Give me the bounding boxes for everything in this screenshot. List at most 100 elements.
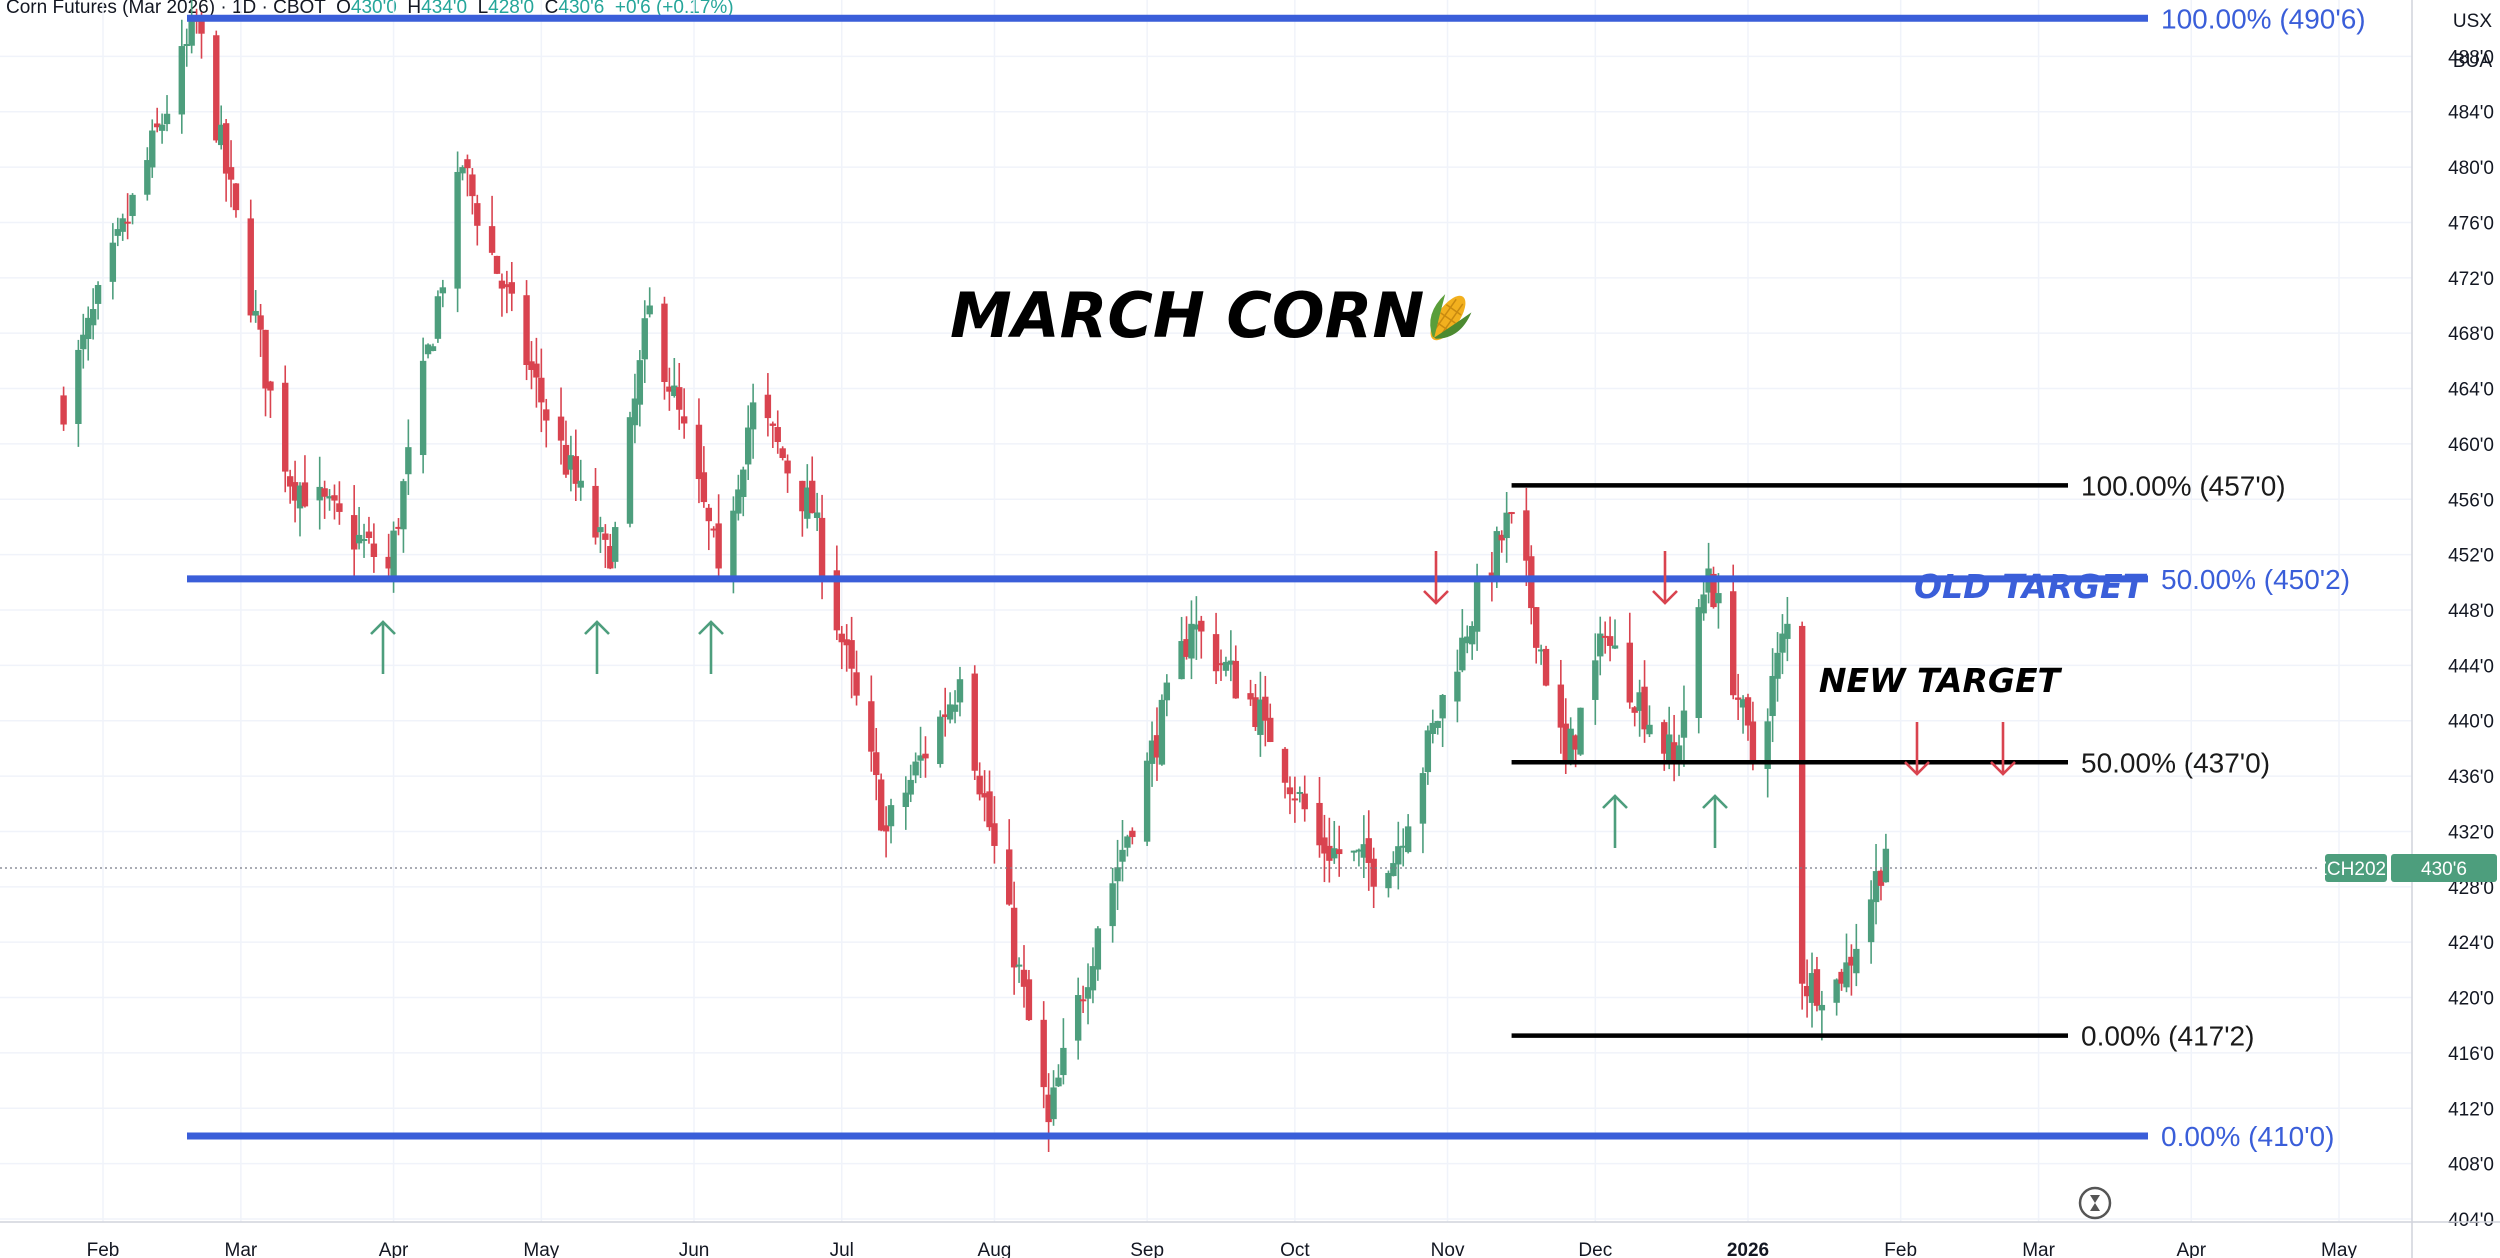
candle-body <box>508 282 515 294</box>
candle-body <box>1562 723 1569 763</box>
candle-body <box>710 528 717 531</box>
candle-body <box>1848 956 1855 966</box>
candle-body <box>1252 697 1259 727</box>
candle-body <box>843 639 850 646</box>
candle-body <box>882 825 890 832</box>
candle-body <box>85 317 92 339</box>
candle-body <box>286 476 294 487</box>
candle-body <box>390 530 397 577</box>
high-value: 434'0 <box>421 0 468 18</box>
candle-body <box>641 318 648 360</box>
price-tick-label: 428'0 <box>2448 878 2494 899</box>
candle-body <box>459 167 466 174</box>
candle-body <box>331 495 338 501</box>
candle-body <box>1508 512 1515 515</box>
candle-body <box>946 704 954 720</box>
candle-body <box>941 714 949 718</box>
candle-body <box>1468 625 1476 645</box>
candle-body <box>1247 693 1254 700</box>
candle-body <box>956 679 964 703</box>
candle-body <box>80 334 87 350</box>
candle-body <box>439 287 447 294</box>
candle-body <box>1129 830 1136 838</box>
candle-body <box>60 395 67 425</box>
candle-body <box>1665 734 1673 762</box>
price-tick-label: 436'0 <box>2448 767 2494 788</box>
price-tick-label: 484'0 <box>2448 103 2494 124</box>
candle-body <box>395 526 402 529</box>
price-axis[interactable]: 488'0 484'0 480'0 476'0 472'0 468'0 464'0 460'0… <box>2411 0 2494 1258</box>
price-tick-label: 404'0 <box>2448 1210 2494 1231</box>
candle-body <box>1473 579 1481 632</box>
candle-body <box>1010 907 1018 968</box>
candle-body <box>1006 849 1013 905</box>
candle-body <box>1020 969 1028 987</box>
candle-body <box>612 527 619 562</box>
candle-body <box>1400 845 1407 848</box>
candle-body <box>163 113 171 125</box>
time-axis[interactable]: Feb Mar Apr May Jun Jul Aug Sep Oct Nov Dec 2026 Feb… <box>0 1221 2500 1258</box>
currency-label: USX <box>2452 11 2492 32</box>
candle-body <box>474 203 481 226</box>
change-value: +0'6 (+0.17%) <box>614 0 734 18</box>
candle-body <box>1626 642 1633 703</box>
candle-body <box>1557 684 1565 728</box>
candle-body <box>1183 639 1190 657</box>
candle-body <box>1774 652 1781 679</box>
candle-body <box>902 792 909 808</box>
candle-body <box>326 496 333 499</box>
candle-body <box>213 35 220 141</box>
price-tag-value: 430'6 <box>2421 859 2467 880</box>
currency-unit-box[interactable]: USX BUA <box>2453 2 2492 82</box>
down-arrow-head <box>1904 761 1930 776</box>
candle-body <box>75 349 82 424</box>
candle-body <box>799 480 806 512</box>
candle-body <box>1424 730 1432 773</box>
candle-body <box>267 381 274 391</box>
candle-body <box>188 16 195 46</box>
candle-body <box>784 460 791 474</box>
time-tick-label: Sep <box>1130 1240 1164 1258</box>
candle-body <box>1533 607 1540 648</box>
candle-body <box>1291 798 1299 801</box>
candle-body <box>986 791 993 828</box>
candle-body <box>158 124 166 131</box>
candle-body <box>129 194 136 217</box>
price-tick-label: 440'0 <box>2448 712 2494 733</box>
candle-body <box>355 534 363 544</box>
candle-body <box>868 701 875 752</box>
candle-body <box>572 456 580 484</box>
candle-body <box>1055 1077 1062 1087</box>
time-tick-label: Apr <box>379 1240 409 1258</box>
time-tick-label: Jul <box>830 1240 854 1258</box>
candle-body <box>1355 849 1363 852</box>
fib-level-label: 100.00% (490'6) <box>2161 3 2366 34</box>
replay-icon[interactable] <box>2078 1186 2112 1220</box>
candle-body <box>636 360 644 405</box>
candle-body <box>769 423 777 426</box>
candle-body <box>227 167 235 180</box>
candle-body <box>434 296 442 339</box>
candle-body <box>400 481 407 530</box>
candle-body <box>198 15 205 34</box>
candle-body <box>533 363 540 378</box>
candle-body <box>1050 1087 1057 1120</box>
candle-body <box>1158 699 1166 765</box>
candle-body <box>1025 979 1033 1021</box>
candles <box>60 0 1890 1152</box>
candle-body <box>991 823 998 846</box>
candle-body <box>321 488 328 497</box>
candle-body <box>1089 966 1097 991</box>
candle-body <box>1439 694 1446 719</box>
candle-body <box>1853 948 1860 974</box>
candle-body <box>109 242 117 282</box>
candle-body <box>350 515 358 550</box>
candle-body <box>1079 999 1087 1002</box>
candle-body <box>1212 634 1220 672</box>
candle-body <box>917 755 924 761</box>
candle-body <box>252 310 259 316</box>
candle-body <box>1808 973 1816 1003</box>
candle-body <box>1429 722 1436 734</box>
candle-body <box>296 485 304 509</box>
